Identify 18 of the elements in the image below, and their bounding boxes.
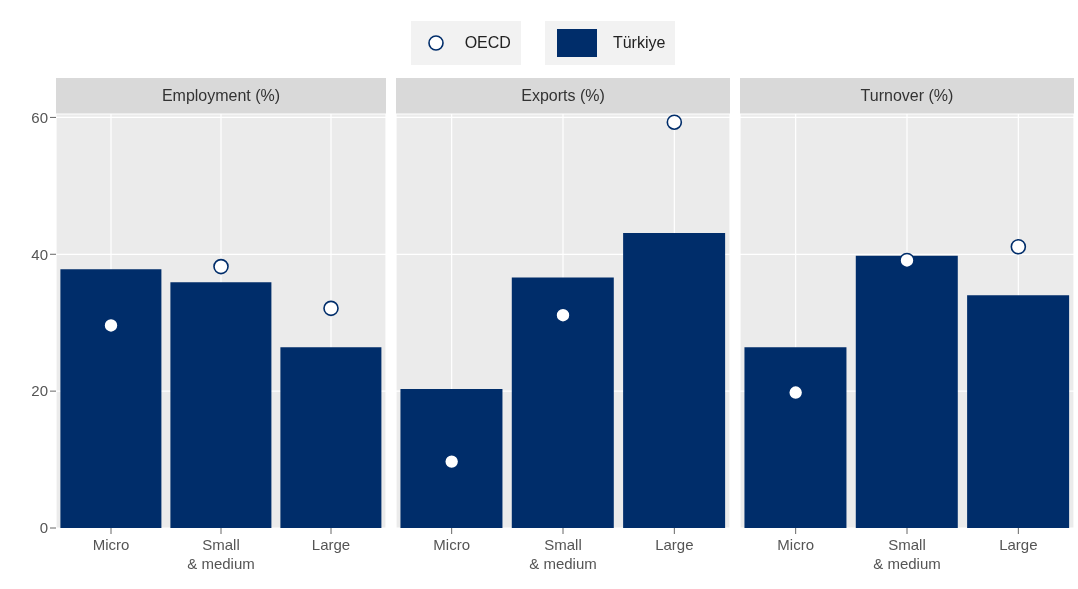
y-tick-label: 20 xyxy=(31,382,48,400)
legend-label: Türkiye xyxy=(612,34,666,52)
legend-label: OECD xyxy=(464,34,511,52)
x-tick-label: Micro xyxy=(433,536,470,553)
chart-title: Turnover (%) xyxy=(740,78,1074,114)
y-tick-label: 40 xyxy=(31,245,48,263)
x-tick-label: Micro xyxy=(777,536,814,553)
x-tick-label: Large xyxy=(999,536,1038,553)
x-tick-label: Small & medium xyxy=(873,536,941,572)
y-tick-label: 0 xyxy=(39,519,48,537)
x-tick-label: Small & medium xyxy=(529,536,597,572)
chart-title: Employment (%) xyxy=(56,78,386,114)
x-tick-label: Large xyxy=(655,536,694,553)
x-tick-label: Small & medium xyxy=(187,536,255,572)
x-tick-label: Micro xyxy=(92,536,130,553)
x-tick-label: Large xyxy=(311,536,351,553)
chart-title: Exports (%) xyxy=(396,78,730,114)
y-tick-label: 60 xyxy=(31,108,48,126)
